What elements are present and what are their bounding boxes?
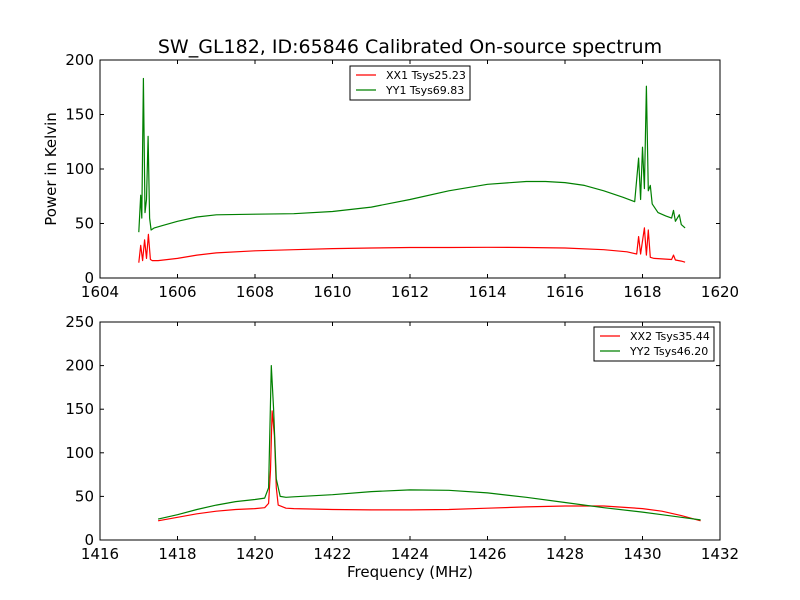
x-axis-label: Frequency (MHz) xyxy=(347,563,473,581)
y-tick-label: 150 xyxy=(65,106,94,124)
y-tick-label: 50 xyxy=(75,215,94,233)
x-tick-label: 1422 xyxy=(313,545,351,563)
x-tick-label: 1606 xyxy=(158,283,196,301)
y-tick-label: 0 xyxy=(84,269,94,287)
bottom-spectrum-panel: 1416 1418 1420 1422 1424 1426 1428 1430 1432 0 50 1… xyxy=(65,313,739,581)
legend-entry-label: XX1 Tsys25.23 xyxy=(386,69,466,82)
x-tick-label: 1608 xyxy=(236,283,274,301)
x-tick-label: 1610 xyxy=(313,283,351,301)
x-tick-label: 1618 xyxy=(623,283,661,301)
series-line-xx xyxy=(138,227,686,263)
y-tick-label: 100 xyxy=(65,444,94,462)
x-tick-label: 1426 xyxy=(468,545,506,563)
x-tick-label: 1420 xyxy=(236,545,274,563)
x-tick-label: 1416 xyxy=(81,545,119,563)
y-tick-label: 150 xyxy=(65,400,94,418)
legend-entry-label: YY2 Tsys46.20 xyxy=(629,345,708,358)
figure-title: SW_GL182, ID:65846 Calibrated On-source … xyxy=(158,36,662,58)
top-spectrum-panel: 1604 1606 1608 1610 1612 1614 1616 1618 1620 0 50 1… xyxy=(42,51,739,301)
y-axis-label: Power in Kelvin xyxy=(42,112,60,226)
x-tick-label: 1418 xyxy=(158,545,196,563)
x-tick-label: 1432 xyxy=(701,545,739,563)
legend-box xyxy=(593,326,715,362)
legend: XX1 Tsys25.23 YY1 Tsys69.83 xyxy=(349,65,471,101)
legend-box xyxy=(349,65,471,101)
series-line-yy xyxy=(138,77,686,233)
y-tick-label: 100 xyxy=(65,160,94,178)
y-tick-label: 0 xyxy=(84,531,94,549)
y-tick-label: 200 xyxy=(65,51,94,69)
y-tick-label: 50 xyxy=(75,487,94,505)
y-tick-label: 200 xyxy=(65,357,94,375)
x-tick-label: 1428 xyxy=(546,545,584,563)
x-tick-label: 1430 xyxy=(623,545,661,563)
x-tick-label: 1424 xyxy=(391,545,429,563)
x-tick-label: 1614 xyxy=(468,283,506,301)
legend-entry-label: XX2 Tsys35.44 xyxy=(630,330,710,343)
y-tick-label: 250 xyxy=(65,313,94,331)
x-tick-label: 1616 xyxy=(546,283,584,301)
x-tick-label: 1620 xyxy=(701,283,739,301)
x-tick-label: 1612 xyxy=(391,283,429,301)
x-tick-label: 1604 xyxy=(81,283,119,301)
legend: XX2 Tsys35.44 YY2 Tsys46.20 xyxy=(593,326,715,362)
series-line-yy xyxy=(157,365,701,521)
legend-entry-label: YY1 Tsys69.83 xyxy=(385,84,464,97)
